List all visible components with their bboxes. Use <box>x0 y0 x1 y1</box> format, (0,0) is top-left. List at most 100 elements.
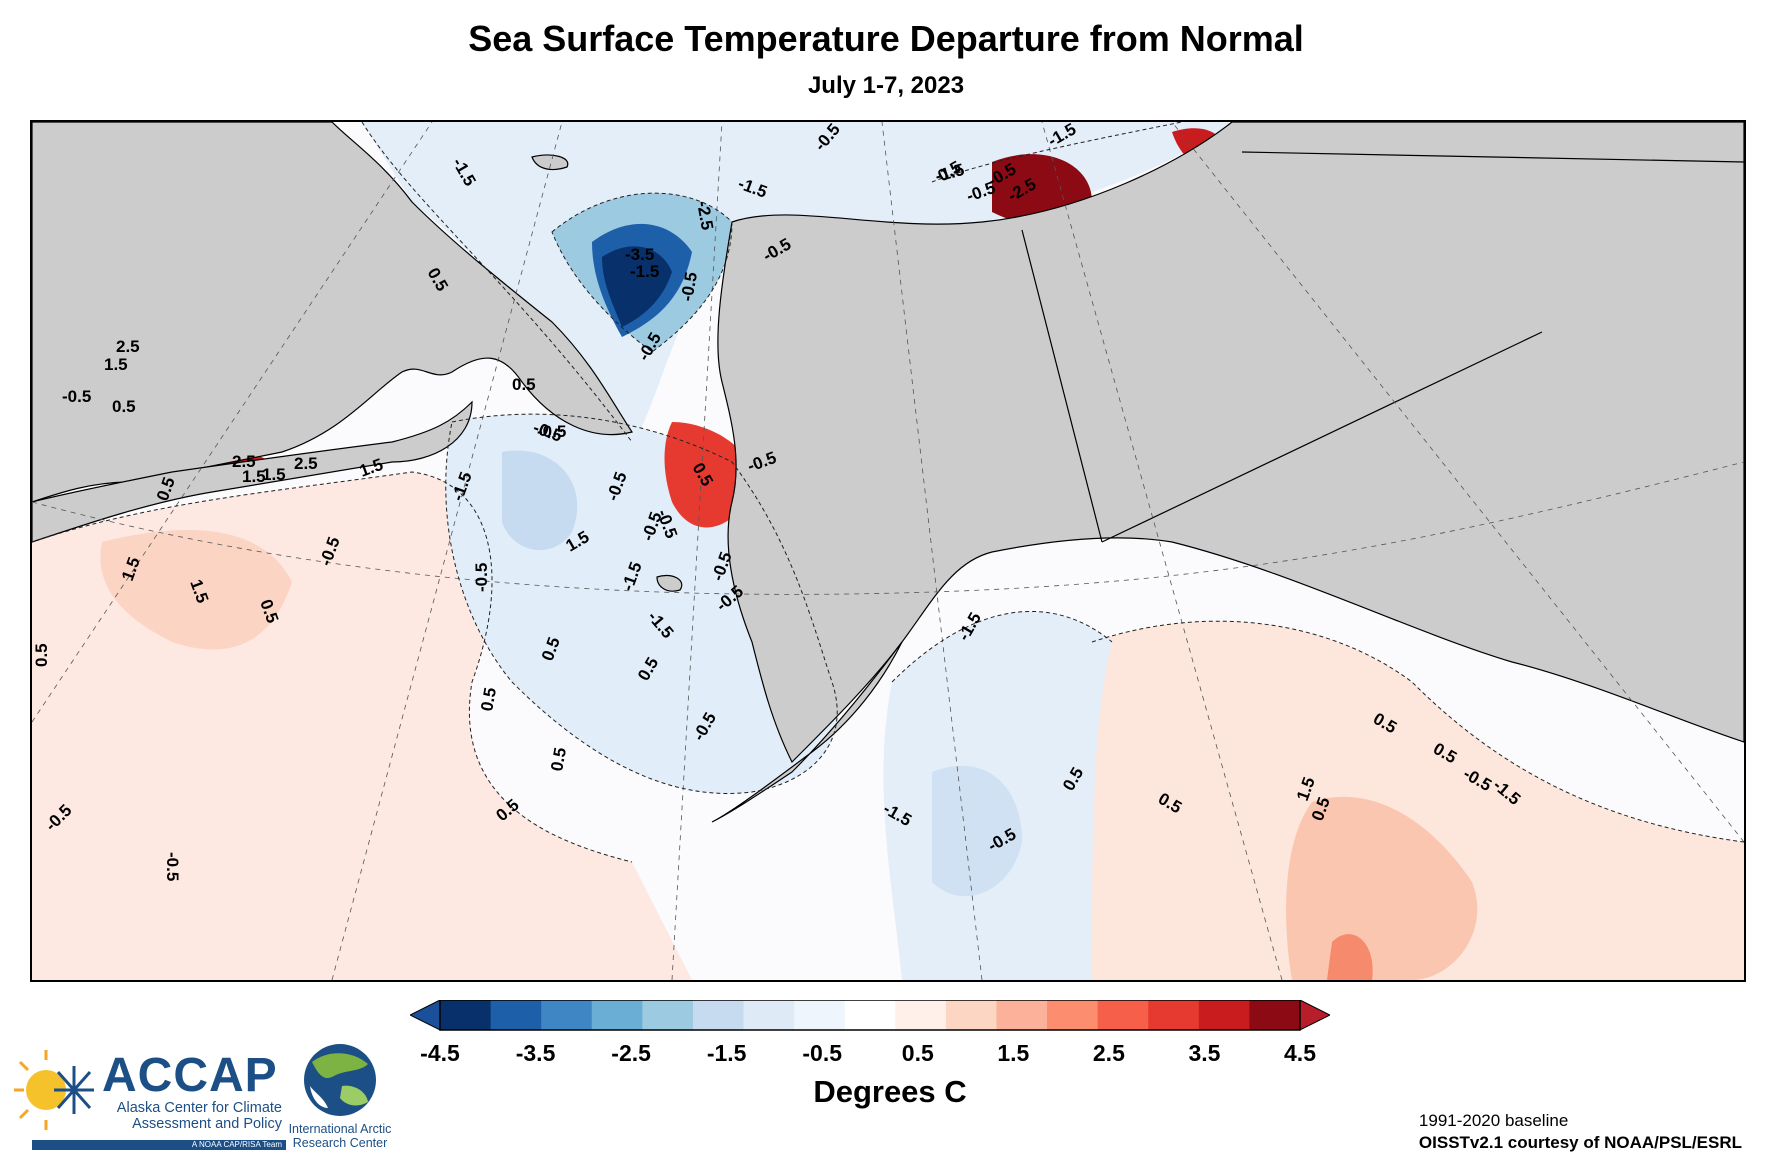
contour-chukchi <box>551 192 733 353</box>
cool-anomaly-gulf-core <box>932 765 1022 897</box>
iarc-name: International Arctic Research Center <box>288 1122 392 1150</box>
warm-anomaly-sw-core <box>100 530 292 650</box>
contour-arctic <box>361 122 633 443</box>
map-canvas: -0.5 -1.5 -1.5 -2.5 -3.5 -1.5 -0.5 -1.5 … <box>32 122 1744 980</box>
colorbar-cell <box>440 1000 492 1030</box>
contour-gulf-cool <box>891 610 1113 683</box>
colorbar-cell <box>692 1000 745 1030</box>
political-borders <box>1021 151 1744 543</box>
meridian-5 <box>1041 122 1283 980</box>
contour-label: -0.5 <box>163 852 182 881</box>
contour-label: -2.5 <box>693 199 717 231</box>
globe-icon <box>304 1044 376 1116</box>
colorbar-cell <box>1198 1000 1250 1030</box>
contour-label: 1.5 <box>262 465 286 484</box>
colorbar-cell <box>794 1000 846 1030</box>
colorbar-cell <box>541 1000 593 1030</box>
meridian-1 <box>32 122 433 723</box>
colorbar-tick-label: 0.5 <box>901 1040 934 1066</box>
contour-label: 2.5 <box>116 337 140 356</box>
contour-label: 1.5 <box>242 467 266 486</box>
colorbar-cell <box>1148 1000 1200 1030</box>
warm-anomaly-gulf <box>1077 621 1744 980</box>
colorbar-tick-label: -3.5 <box>515 1040 556 1066</box>
contour-label: -3.5 <box>625 245 654 264</box>
meridian-4 <box>881 122 983 980</box>
cool-anomaly-bering-core <box>502 450 578 551</box>
colorbar-cell <box>945 1000 997 1030</box>
contour-label: -0.5 <box>62 387 91 406</box>
contour-label: -0.5 <box>472 563 491 592</box>
colorbar-cell <box>895 1000 947 1030</box>
land-kamchatka-edge <box>32 400 473 543</box>
meridian-2 <box>331 122 563 980</box>
colorbar-cell <box>844 1000 896 1030</box>
colorbar-cells <box>440 1000 1301 1030</box>
baseline-note: 1991-2020 baseline <box>1418 1111 1569 1130</box>
contour-label: 0.5 <box>112 397 136 416</box>
colorbar-outline <box>439 1000 1301 1031</box>
cool-anomaly-chukchi-deep <box>602 246 672 327</box>
parallel-60n <box>32 461 1744 595</box>
accap-logo: ACCAP Alaska Center for Climate Assessme… <box>14 1048 286 1152</box>
contour-label: 0.5 <box>32 643 51 667</box>
data-source-note: OISSTv2.1 courtesy of NOAA/PSL/ESRL <box>1418 1133 1742 1152</box>
warm-anomaly-gulf-hot <box>1327 934 1373 980</box>
colorbar-tick-label: -1.5 <box>706 1040 747 1066</box>
colorbar <box>410 1000 1330 1031</box>
landmasses <box>32 122 1744 823</box>
colorbar-cell <box>1047 1000 1099 1030</box>
accap-fullname: Alaska Center for Climate Assessment and… <box>116 1100 282 1132</box>
colorbar-tick-label: 2.5 <box>1092 1040 1125 1066</box>
contour-bering <box>445 413 838 794</box>
meridian-3 <box>671 122 723 980</box>
colorbar-tick-label: 4.5 <box>1284 1040 1316 1066</box>
colorbar-cell <box>743 1000 795 1030</box>
colorbar-cell <box>996 1000 1048 1030</box>
colorbar-cell <box>1097 1000 1149 1030</box>
colorbar-tick-label: -4.5 <box>420 1040 460 1066</box>
border-alaska-canada <box>1021 229 1103 543</box>
colorbar-label: Degrees C <box>813 1074 967 1109</box>
anomaly-fields <box>32 122 1744 980</box>
warm-hotspot-norton-sound <box>664 422 754 528</box>
contour-sw-warm <box>32 471 633 863</box>
colorbar-tick-label: 1.5 <box>997 1040 1030 1066</box>
graticule-lines <box>32 122 1744 980</box>
map-title: Sea Surface Temperature Departure from N… <box>468 18 1304 59</box>
sun-snowflake-icon <box>14 1050 94 1130</box>
land-alaska <box>717 122 1744 764</box>
accap-tagline: A NOAA CAP/RISA Team <box>32 1140 286 1150</box>
meridian-6 <box>1171 122 1744 843</box>
contour-label: 0.5 <box>512 375 536 394</box>
contour-label: -1.5 <box>630 262 659 281</box>
land-st-lawrence-island <box>531 154 569 171</box>
contour-label: 0.5 <box>477 686 500 713</box>
contour-label: 0.5 <box>547 746 570 773</box>
colorbar-tick-label: -0.5 <box>802 1040 843 1066</box>
colorbar-tick-label: 3.5 <box>1188 1040 1221 1066</box>
contour-beaufort <box>931 122 1183 183</box>
colorbar-cell <box>591 1000 643 1030</box>
contour-label: 2.5 <box>294 454 318 473</box>
colorbar-cell <box>1249 1000 1301 1030</box>
border-yukon-nwt <box>1241 151 1744 163</box>
border-canada-provinces <box>1101 331 1543 543</box>
contour-label: -0.5 <box>677 271 701 303</box>
land-nunivak-island <box>656 574 683 592</box>
contour-label: -0.5 <box>537 422 566 441</box>
colorbar-underflow-arrow <box>410 1000 441 1031</box>
contour-label: 1.5 <box>104 355 128 374</box>
map-subtitle: July 1-7, 2023 <box>807 72 965 99</box>
credits: 1991-2020 baseline OISSTv2.1 courtesy of… <box>1419 1110 1742 1154</box>
land-alaska-peninsula <box>711 641 903 823</box>
contour-label: 2.5 <box>232 452 256 471</box>
warm-anomaly-gulf-core <box>1286 796 1478 980</box>
contour-lines <box>32 122 1744 863</box>
iarc-logo: International Arctic Research Center <box>282 1042 398 1154</box>
colorbar-cell <box>490 1000 542 1030</box>
colorbar-tick-label: -2.5 <box>611 1040 651 1066</box>
sst-anomaly-map: -0.5 -1.5 -1.5 -2.5 -3.5 -1.5 -0.5 -1.5 … <box>30 120 1746 982</box>
colorbar-overflow-arrow <box>1299 1000 1330 1031</box>
colorbar-cell <box>642 1000 694 1030</box>
